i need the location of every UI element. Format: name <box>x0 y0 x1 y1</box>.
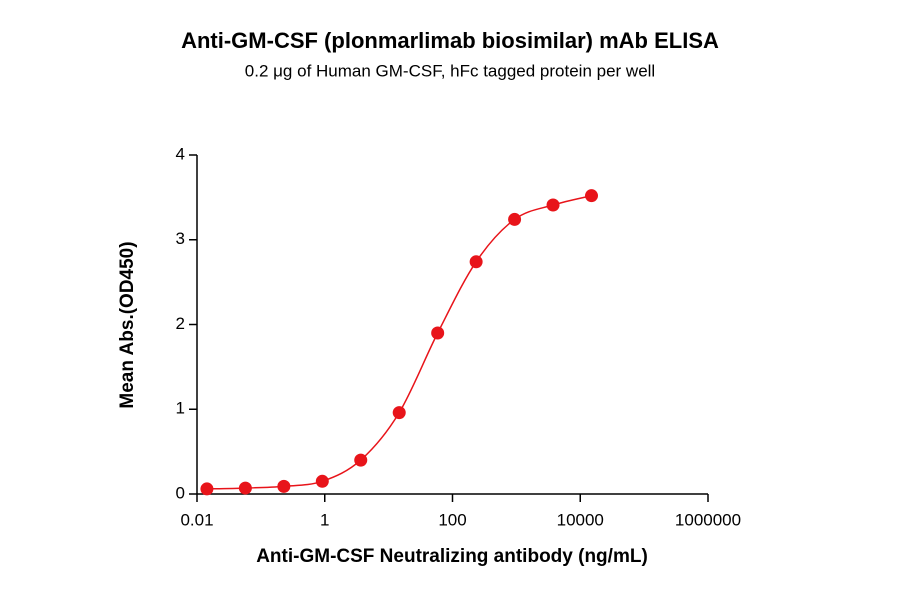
y-tick-label: 4 <box>176 144 185 163</box>
x-tick-label: 1 <box>320 510 329 529</box>
fit-curve <box>206 194 592 490</box>
chart-subtitle: 0.2 μg of Human GM-CSF, hFc tagged prote… <box>245 61 655 80</box>
y-tick-label: 2 <box>176 314 185 333</box>
x-tick-label: 100 <box>438 510 466 529</box>
data-point <box>354 453 368 467</box>
data-point <box>584 189 598 203</box>
y-tick-label: 0 <box>176 483 185 502</box>
data-point <box>431 326 445 340</box>
y-axis-label: Mean Abs.(OD450) <box>117 241 138 408</box>
data-point <box>238 481 252 495</box>
data-point <box>277 479 291 493</box>
chart-title: Anti-GM-CSF (plonmarlimab biosimilar) mA… <box>181 28 719 53</box>
y-tick-label: 3 <box>176 229 185 248</box>
data-point <box>546 198 560 212</box>
data-point <box>200 482 214 496</box>
x-axis-label: Anti-GM-CSF Neutralizing antibody (ng/mL… <box>256 546 648 567</box>
x-tick-label: 0.01 <box>180 510 213 529</box>
x-tick-label: 10000 <box>557 510 604 529</box>
data-point <box>392 406 406 420</box>
x-tick-label: 1000000 <box>675 510 741 529</box>
data-point <box>315 474 329 488</box>
data-point <box>508 212 522 226</box>
data-point <box>469 255 483 269</box>
y-tick-label: 1 <box>176 399 185 418</box>
